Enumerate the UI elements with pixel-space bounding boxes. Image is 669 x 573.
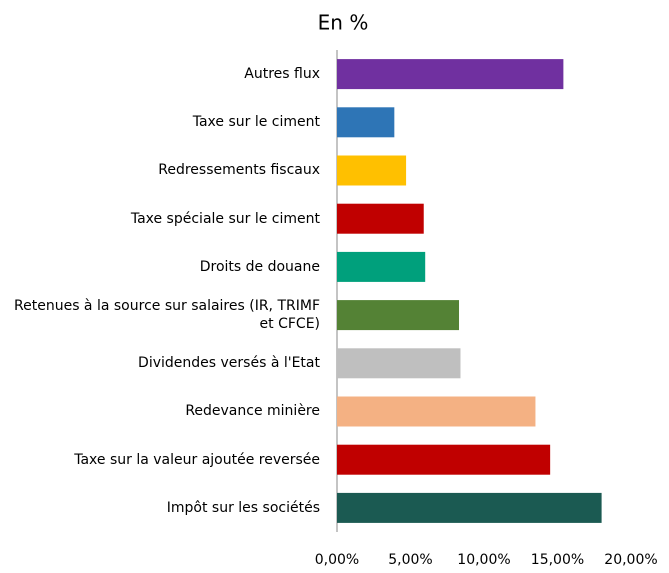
y-tick-label: Retenues à la source sur salaires (IR, T…	[14, 298, 320, 333]
y-tick-label: Autres flux	[244, 66, 320, 83]
bar	[337, 492, 602, 523]
y-tick-label: Taxe sur le ciment	[192, 114, 320, 131]
x-tick-label: 20,00%	[604, 552, 657, 568]
bar	[337, 396, 536, 427]
y-tick-label: Redevance minière	[185, 403, 320, 420]
y-tick-label: Taxe sur la valeur ajoutée reversée	[74, 451, 320, 468]
x-tick-label: 0,00%	[315, 552, 359, 568]
x-tick-label: 10,00%	[457, 552, 510, 568]
y-tick-label: Droits de douane	[199, 258, 320, 275]
x-tick-label: 5,00%	[388, 552, 432, 568]
bar	[337, 348, 461, 379]
y-tick-label: Impôt sur les sociétés	[166, 499, 320, 516]
y-tick-label: Redressements fiscaux	[158, 162, 320, 179]
y-tick-label: Dividendes versés à l'Etat	[138, 355, 320, 372]
bar	[337, 155, 407, 186]
bar	[337, 300, 460, 331]
y-tick-label: Taxe spéciale sur le ciment	[130, 210, 320, 227]
bar	[337, 59, 564, 90]
chart-title: En %	[318, 11, 369, 35]
bar	[337, 251, 426, 282]
bar	[337, 107, 395, 138]
bar	[337, 444, 551, 475]
bar	[337, 203, 424, 234]
x-tick-label: 15,00%	[531, 552, 584, 568]
